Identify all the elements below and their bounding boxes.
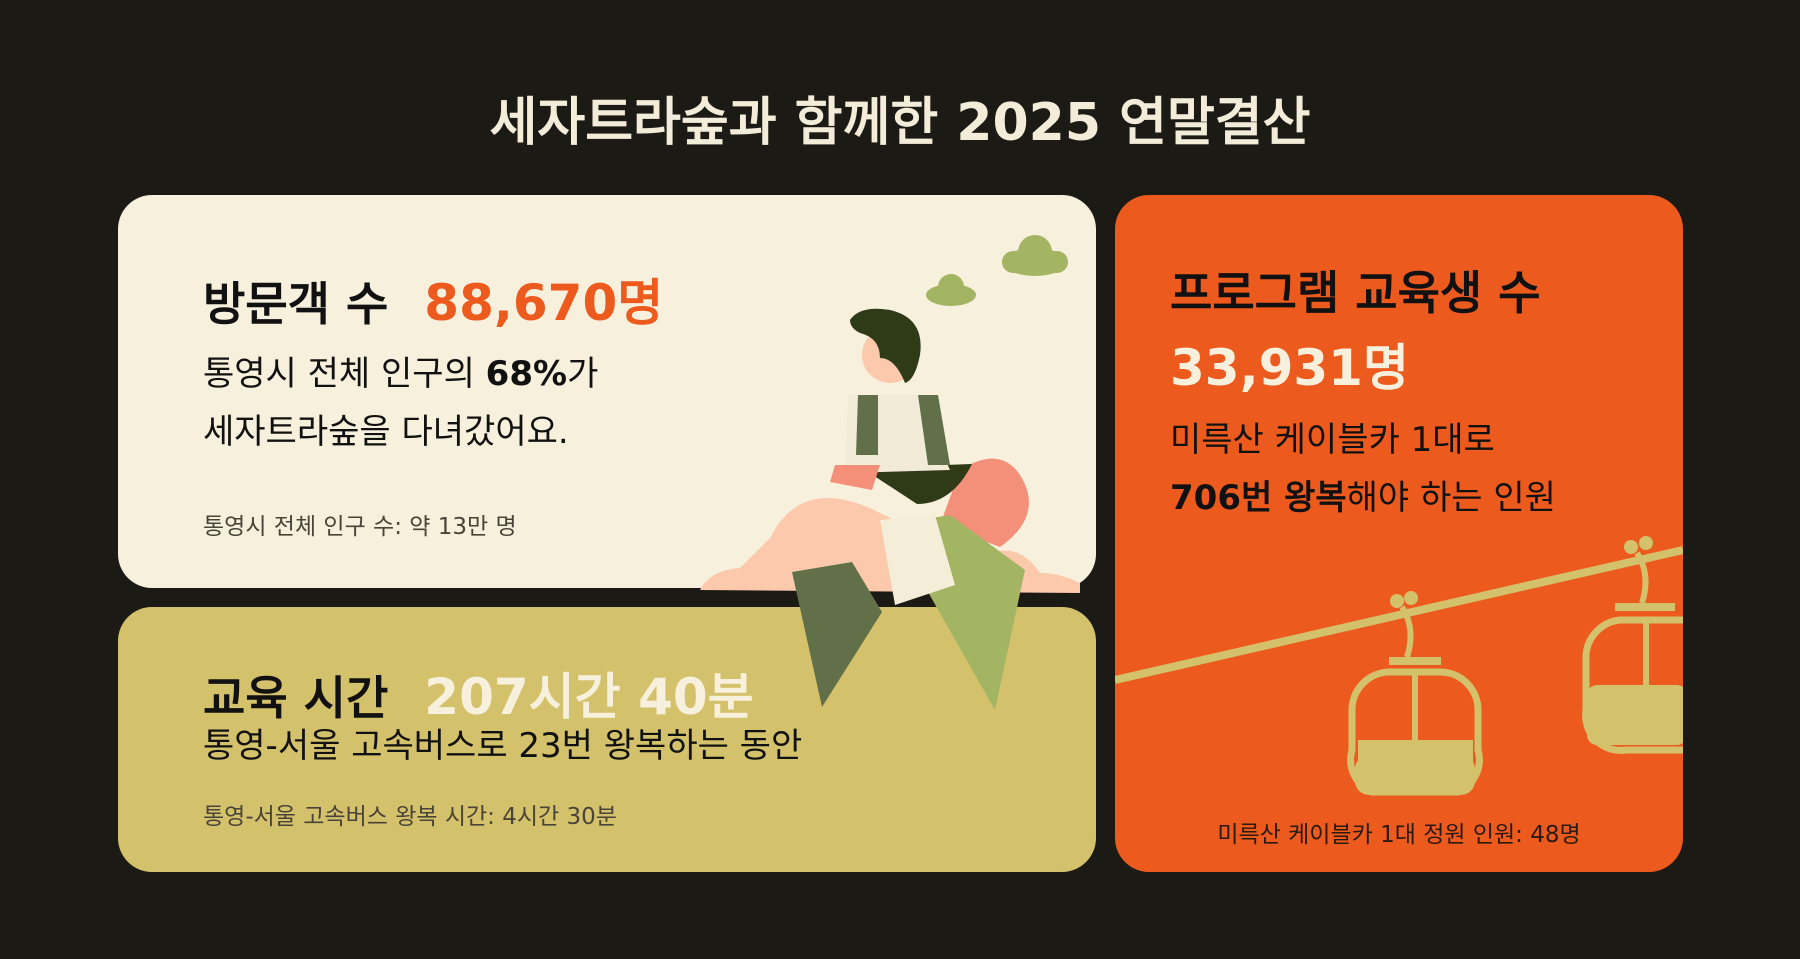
desc-bold: 706번 왕복 <box>1170 478 1347 518</box>
desc-text: 가 <box>567 354 599 394</box>
desc-text: 해야 하는 인원 <box>1346 478 1556 518</box>
education-time-description: 통영-서울 고속버스로 23번 왕복하는 동안 <box>203 726 803 766</box>
students-card: 프로그램 교육생 수 33,931명 미륵산 케이블카 1대로 706번 왕복해야… <box>1115 195 1683 872</box>
education-time-value: 207시간 40분 <box>424 668 754 726</box>
students-description: 미륵산 케이블카 1대로 706번 왕복해야 하는 인원 <box>1170 411 1556 527</box>
page-title: 세자트라숲과 함께한 2025 연말결산 <box>489 93 1311 153</box>
students-value: 33,931명 <box>1170 339 1409 397</box>
desc-percent: 68% <box>485 354 568 394</box>
students-note: 미륵산 케이블카 1대 정원 인원: 48명 <box>1217 822 1581 848</box>
education-time-card: 교육 시간 207시간 40분 통영-서울 고속버스로 23번 왕복하는 동안 통… <box>118 607 1096 872</box>
cable-car-illustration <box>1115 536 1683 796</box>
education-time-label: 교육 시간 <box>203 671 389 725</box>
desc-text: 세자트라숲을 다녀갔어요. <box>203 412 569 452</box>
visitors-heading: 방문객 수 88,670명 <box>203 263 663 335</box>
visitors-value: 88,670명 <box>424 274 664 332</box>
education-time-note: 통영-서울 고속버스 왕복 시간: 4시간 30분 <box>203 804 617 830</box>
desc-text: 통영시 전체 인구의 <box>203 354 486 394</box>
cable-car-icon <box>1347 591 1483 796</box>
visitors-note: 통영시 전체 인구 수: 약 13만 명 <box>203 514 517 540</box>
students-label: 프로그램 교육생 수 <box>1170 266 1541 320</box>
cable-line <box>1115 546 1683 684</box>
education-time-heading: 교육 시간 207시간 40분 <box>203 657 754 729</box>
visitors-label: 방문객 수 <box>203 277 389 331</box>
desc-text: 미륵산 케이블카 1대로 <box>1170 420 1495 460</box>
cable-car-icon <box>1582 536 1683 754</box>
